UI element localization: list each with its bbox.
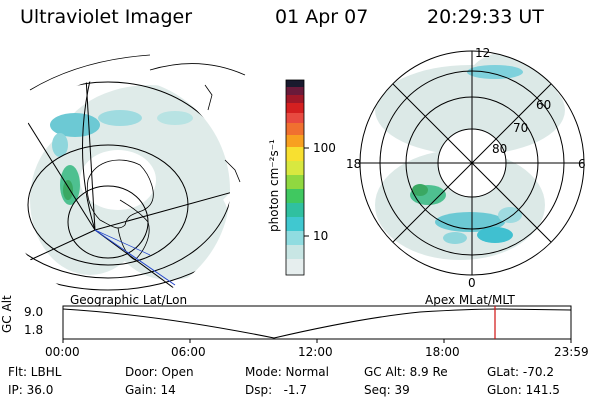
instrument-title: Ultraviolet Imager xyxy=(20,6,193,28)
status-gc-alt: GC Alt: 8.9 Re xyxy=(364,365,448,379)
status-seq: Seq: 39 xyxy=(364,383,410,397)
timeline-ylabel: GC Alt xyxy=(0,295,14,333)
status-ip: IP: 36.0 xyxy=(8,383,54,397)
timeline-ytick-max: 9.0 xyxy=(24,305,44,319)
polar-grid xyxy=(359,50,585,276)
status-filter: Flt: LBHL xyxy=(8,365,62,379)
status-glon: GLon: 141.5 xyxy=(487,383,560,397)
lat-label-70: 70 xyxy=(513,121,529,135)
mlt-label-0: 0 xyxy=(468,276,476,290)
latitude-circles xyxy=(6,78,230,291)
mlt-label-6: 6 xyxy=(578,157,586,171)
timeline-plot xyxy=(62,305,572,343)
mlt-label-18: 18 xyxy=(346,157,362,171)
geographic-map xyxy=(6,54,246,301)
time-label: 20:29:33 UT xyxy=(427,6,544,28)
mlt-label-12: 12 xyxy=(475,46,491,60)
status-glat: GLat: -70.2 xyxy=(487,365,554,379)
polar-mlt-plot xyxy=(359,50,585,276)
timeline-xtick-2: 12:00 xyxy=(298,345,333,359)
colorbar-tick-10: 10 xyxy=(313,229,329,243)
colorbar-label: photon cm⁻²s⁻¹ xyxy=(267,139,281,232)
colorbar-tick-100: 100 xyxy=(313,141,336,155)
timeline-left-caption: Geographic Lat/Lon xyxy=(70,293,188,307)
lat-label-60: 60 xyxy=(536,98,552,112)
timeline-xtick-1: 06:00 xyxy=(171,345,206,359)
status-door: Door: Open xyxy=(125,365,194,379)
timeline-xtick-0: 00:00 xyxy=(45,345,80,359)
timeline-ytick-min: 1.8 xyxy=(24,323,44,337)
timeline-xtick-4: 23:59 xyxy=(554,345,589,359)
status-mode: Mode: Normal xyxy=(245,365,329,379)
colorbar xyxy=(285,79,309,276)
status-gain: Gain: 14 xyxy=(125,383,176,397)
date-label: 01 Apr 07 xyxy=(275,6,369,28)
auroral-oval-left xyxy=(50,110,193,205)
lat-label-80: 80 xyxy=(492,142,508,156)
altitude-curve xyxy=(62,308,572,339)
status-dsp: Dsp: -1.7 xyxy=(245,383,308,397)
timeline-right-caption: Apex MLat/MLT xyxy=(425,293,515,307)
timeline-xtick-3: 18:00 xyxy=(425,345,460,359)
sat-track xyxy=(94,229,176,286)
